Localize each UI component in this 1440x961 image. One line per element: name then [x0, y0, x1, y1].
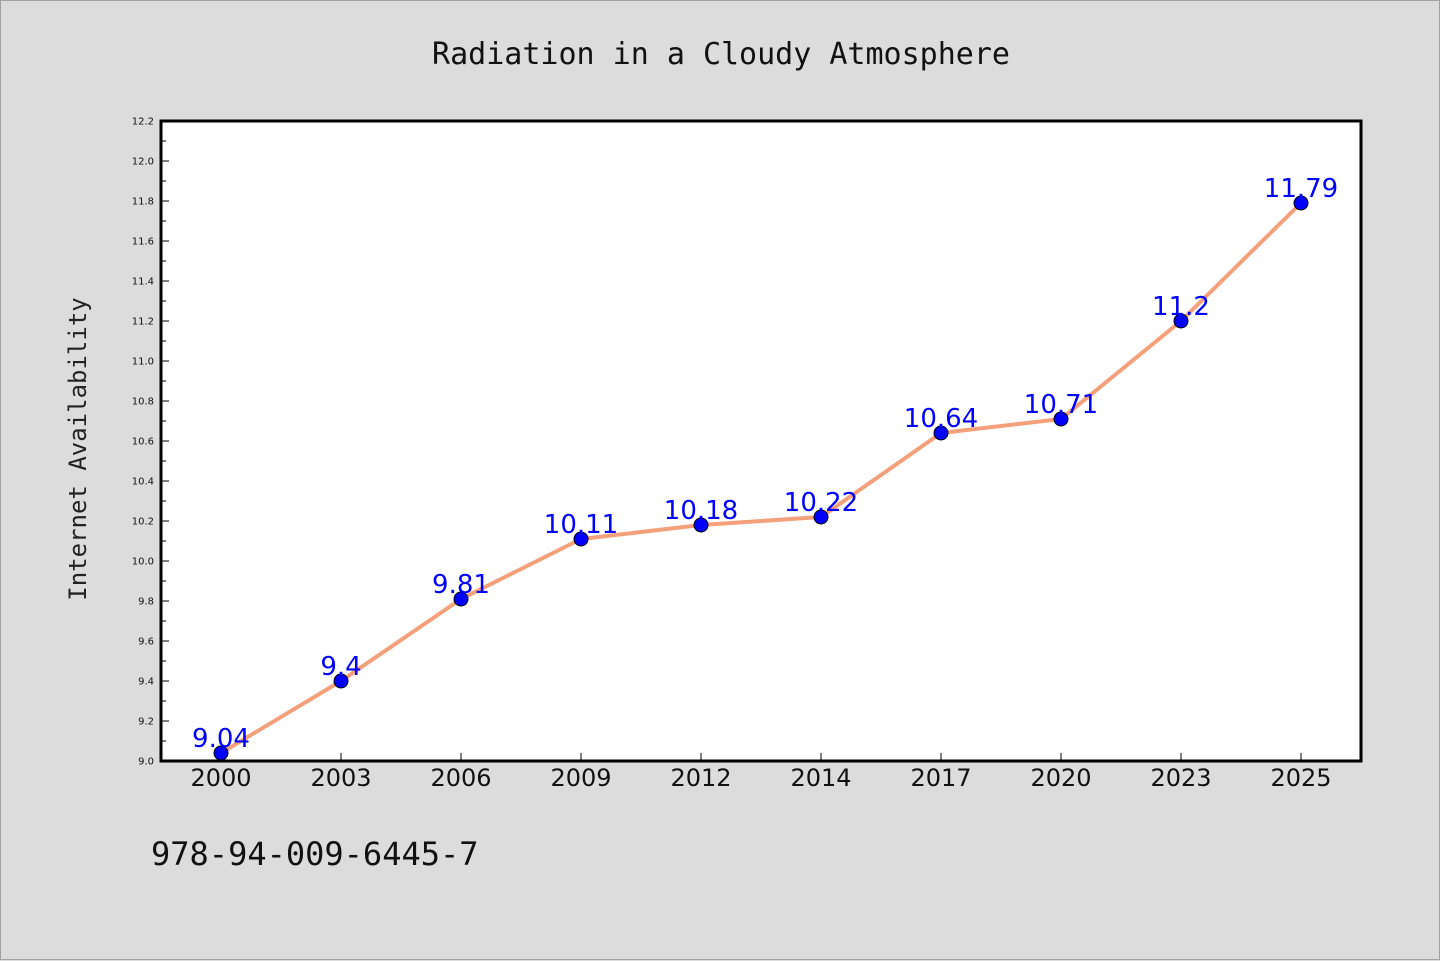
y-tick-label: 11.2 — [132, 317, 154, 328]
data-point — [453, 591, 469, 607]
y-tick-label: 12.0 — [132, 157, 154, 168]
data-label: 9.4 — [320, 652, 361, 682]
data-point — [933, 425, 949, 441]
x-tick-label: 2009 — [550, 764, 611, 792]
y-tick-label: 9.4 — [138, 677, 154, 688]
data-label: 9.81 — [432, 570, 490, 600]
data-labels: 9.04 9.4 9.81 10.11 10.18 10.22 10.64 10.71 11.2… — [192, 174, 1338, 754]
y-axis-label: Internet Availability — [64, 297, 92, 600]
x-tick-label: 2020 — [1030, 764, 1091, 792]
y-tick-label: 10.4 — [132, 477, 154, 488]
data-label: 10.64 — [904, 404, 978, 434]
y-tick-label: 12.2 — [132, 117, 154, 128]
data-point — [573, 531, 589, 547]
x-axis-ticks: 2000 2003 2006 2009 2012 2014 2017 2020 2023 2025 — [190, 753, 1332, 792]
y-tick-label: 10.8 — [132, 397, 154, 408]
x-tick-label: 2000 — [190, 764, 251, 792]
data-label: 11.2 — [1152, 292, 1210, 322]
data-point — [1293, 195, 1309, 211]
y-tick-label: 10.2 — [132, 517, 154, 528]
footer-code: 978-94-009-6445-7 — [151, 835, 479, 873]
chart-title: Radiation in a Cloudy Atmosphere — [432, 37, 1010, 72]
data-label: 11.79 — [1264, 174, 1338, 204]
x-tick-label: 2012 — [670, 764, 731, 792]
x-tick-label: 2014 — [790, 764, 851, 792]
y-tick-label: 9.0 — [138, 757, 154, 768]
data-label: 10.71 — [1024, 390, 1098, 420]
y-axis-ticks: 9.0 9.2 9.4 9.6 9.8 10.0 10.2 10.4 10.6 10.8 11.0 1… — [132, 117, 169, 768]
y-tick-label: 9.2 — [138, 717, 154, 728]
series-markers — [213, 195, 1309, 761]
y-tick-label: 10.0 — [132, 557, 154, 568]
y-tick-label: 9.6 — [138, 637, 154, 648]
x-tick-label: 2023 — [1150, 764, 1211, 792]
data-label: 10.22 — [784, 488, 858, 518]
x-tick-label: 2003 — [310, 764, 371, 792]
y-tick-label: 11.8 — [132, 197, 154, 208]
x-tick-label: 2017 — [910, 764, 971, 792]
y-tick-label: 10.6 — [132, 437, 154, 448]
x-tick-label: 2006 — [430, 764, 491, 792]
y-tick-label: 11.0 — [132, 357, 154, 368]
series-line — [219, 201, 1303, 755]
y-tick-label: 11.4 — [132, 277, 154, 288]
data-point — [1173, 313, 1189, 329]
data-label: 10.11 — [544, 510, 618, 540]
plot-area — [159, 119, 1363, 763]
data-point — [213, 745, 229, 761]
y-tick-label: 11.6 — [132, 237, 154, 248]
y-tick-label: 9.8 — [138, 597, 154, 608]
data-label: 9.04 — [192, 724, 250, 754]
data-point — [813, 509, 829, 525]
x-tick-label: 2025 — [1270, 764, 1331, 792]
data-point — [333, 673, 349, 689]
data-point — [1053, 411, 1069, 427]
data-label: 10.18 — [664, 496, 738, 526]
data-point — [693, 517, 709, 533]
